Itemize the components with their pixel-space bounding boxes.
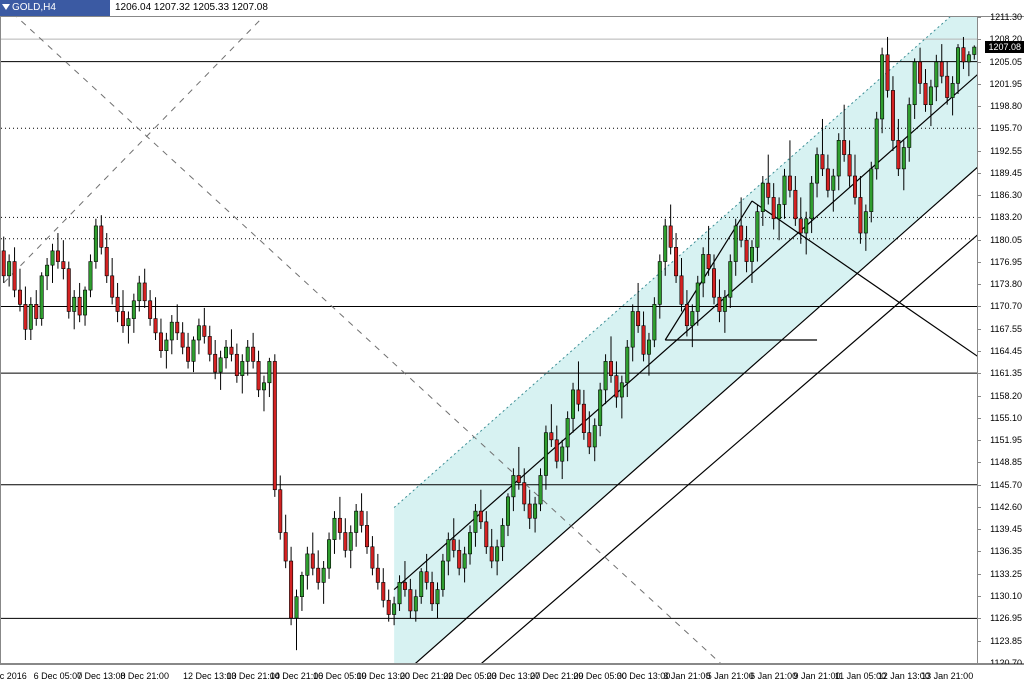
x-tick-label: 7 Dec 13:00 <box>77 671 126 681</box>
chart-title-bar[interactable]: GOLD,H4 <box>0 0 110 16</box>
y-tick-label: 1130.10 <box>990 591 1022 601</box>
current-price-tag: 1207.08 <box>985 41 1024 53</box>
y-tick-label: 1133.25 <box>990 569 1022 579</box>
y-tick-label: 1139.45 <box>990 524 1022 534</box>
y-tick-label: 1148.85 <box>990 457 1022 467</box>
x-tick-label: 6 Jan 21:00 <box>750 671 797 681</box>
y-tick-label: 1201.95 <box>989 79 1022 89</box>
y-tick-label: 1211.30 <box>990 12 1022 22</box>
y-tick-label: 1142.60 <box>990 502 1022 512</box>
x-tick-label: 2 Dec 2016 <box>0 671 27 681</box>
y-tick-label: 1151.95 <box>990 435 1022 445</box>
x-tick-label: 13 Jan 21:00 <box>921 671 973 681</box>
x-tick-label: 30 Dec 13:00 <box>617 671 671 681</box>
x-tick-label: 6 Dec 05:00 <box>34 671 83 681</box>
y-tick-label: 1189.45 <box>990 168 1022 178</box>
chart-window: GOLD,H4 1206.04 1207.32 1205.33 1207.08 … <box>0 0 1024 683</box>
y-tick-label: 1205.05 <box>989 57 1022 67</box>
x-tick-label: 8 Dec 21:00 <box>120 671 169 681</box>
y-tick-label: 1183.20 <box>990 212 1022 222</box>
x-tick-label: 3 Jan 21:00 <box>663 671 710 681</box>
y-tick-label: 1123.85 <box>990 636 1022 646</box>
y-tick-label: 1167.55 <box>990 324 1022 334</box>
y-tick-label: 1161.35 <box>990 368 1022 378</box>
y-tick-label: 1155.10 <box>990 413 1022 423</box>
y-tick-label: 1192.55 <box>990 146 1022 156</box>
y-tick-label: 1176.95 <box>990 257 1022 267</box>
y-tick-label: 1186.30 <box>990 190 1022 200</box>
price-axis: 1120.701123.851126.951130.101133.251136.… <box>978 16 1024 664</box>
y-tick-label: 1198.80 <box>990 101 1022 111</box>
y-tick-label: 1136.35 <box>990 546 1022 556</box>
y-tick-label: 1126.95 <box>990 613 1022 623</box>
chart-plot-area[interactable] <box>0 16 978 664</box>
y-tick-label: 1158.20 <box>990 391 1022 401</box>
y-tick-label: 1170.70 <box>990 301 1022 311</box>
x-tick-label: 9 Jan 21:00 <box>794 671 841 681</box>
y-tick-label: 1145.70 <box>990 480 1022 490</box>
y-tick-label: 1195.70 <box>990 123 1022 133</box>
y-tick-label: 1180.05 <box>990 235 1022 245</box>
time-axis: 2 Dec 2016 6 Dec 05:007 Dec 13:008 Dec 21… <box>0 664 1024 683</box>
chart-svg <box>1 17 977 663</box>
symbol-timeframe: GOLD,H4 <box>12 2 56 13</box>
y-tick-label: 1164.45 <box>990 346 1022 356</box>
y-tick-label: 1173.80 <box>990 279 1022 289</box>
x-tick-label: 5 Jan 21:00 <box>707 671 754 681</box>
ohlc-readout: 1206.04 1207.32 1205.33 1207.08 <box>115 0 268 16</box>
